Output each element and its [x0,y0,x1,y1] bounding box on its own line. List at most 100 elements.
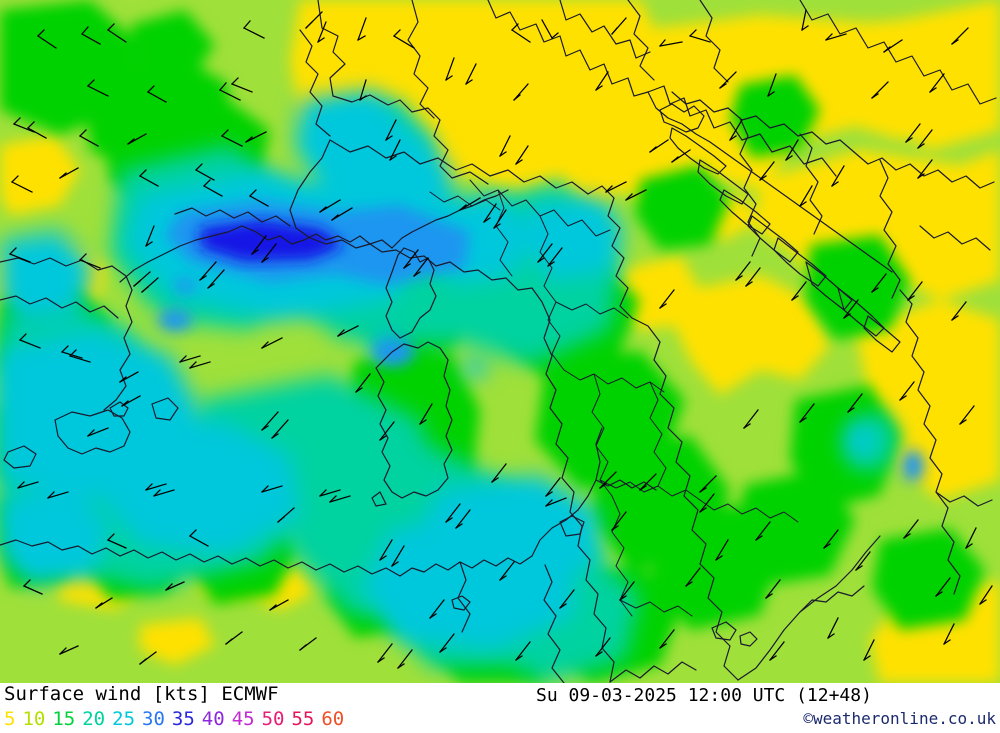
wind-barb [107,533,127,549]
legend-tick-35[interactable]: 35 [171,708,195,730]
legend-tick-15[interactable]: 15 [52,708,76,730]
wind-barb [719,71,737,89]
wind-barb [929,73,945,93]
wind-barb [917,159,933,179]
wind-barb [139,651,157,665]
page-title: Surface wind [kts] ECMWF [4,683,279,705]
wind-barb [261,485,283,493]
wind-barb [863,639,875,661]
wind-barb [59,167,79,179]
wind-barb [715,539,729,561]
wind-barb [225,631,243,645]
wind-barb [951,301,967,321]
wind-barb [871,81,889,99]
wind-barb [659,629,675,649]
wind-barb [801,9,809,31]
wind-barb [799,185,813,207]
wind-barb [397,649,413,669]
valid-time-label: Su 09-03-2025 12:00 UTC (12+48) [536,685,872,706]
wind-barb [139,169,159,187]
wind-barb [935,577,951,597]
wind-barb [699,493,715,513]
wind-barb [79,253,101,269]
wind-barb [639,473,657,491]
wind-barb [133,271,151,287]
wind-barb [271,419,289,439]
legend-tick-55[interactable]: 55 [291,708,315,730]
legend-tick-50[interactable]: 50 [261,708,285,730]
legend-tick-45[interactable]: 45 [231,708,255,730]
wind-barb [207,269,225,289]
wind-fill-layer [0,0,1000,683]
wind-barb [611,17,627,35]
copyright-label: ©weatheronline.co.uk [803,709,996,728]
legend-tick-40[interactable]: 40 [201,708,225,730]
wind-barb [377,643,393,663]
map-footer: Surface wind [kts] ECMWF Su 09-03-2025 1… [0,683,1000,733]
wind-barb [493,209,507,229]
wind-barb [499,561,515,581]
wind-barb [277,507,295,523]
wind-barb [403,249,419,269]
wind-barb [331,207,353,221]
wind-barb [261,243,277,263]
wind-barb [27,121,47,139]
wind-barb [145,225,155,247]
wind-barb [179,355,201,363]
legend-tick-10[interactable]: 10 [22,708,46,730]
wind-barb [59,645,79,655]
wind-barb [649,139,669,153]
wind-barb [611,511,627,531]
wind-barb [545,477,561,497]
legend-tick-30[interactable]: 30 [142,708,165,730]
wind-barb [765,579,781,599]
wind-barb [659,39,683,47]
wind-barb [127,133,147,145]
wind-barb [79,129,99,147]
wind-barb [219,82,241,101]
wind-barb [419,403,433,425]
legend-tick-25[interactable]: 25 [112,708,136,730]
wind-barb [685,567,701,587]
coastline-layer [0,0,997,683]
wind-barb [249,189,269,207]
wind-barb [87,79,109,97]
wind-barb [513,83,529,101]
wind-barb [203,179,223,197]
wind-barb [429,599,445,619]
wind-barb [537,243,553,263]
wind-barb [145,483,167,491]
wind-barb [965,527,977,549]
wind-barb [465,63,477,85]
wind-barb [905,123,921,143]
wind-barb [439,633,455,653]
legend-tick-5[interactable]: 5 [4,708,16,730]
wind-barb [305,11,323,29]
wind-barb [147,85,167,103]
wind-speed-legend[interactable]: 5 10 15 20 25 30 35 40 45 50 55 60 [4,708,351,730]
wind-barb [559,589,575,609]
wind-barb [379,539,393,561]
wind-barb [95,597,113,609]
wind-barb [141,277,159,293]
wind-barb [61,345,83,359]
wind-barb [883,39,903,53]
wind-barb [319,489,341,497]
wind-barb [831,165,845,187]
wind-barb [823,529,839,549]
wind-barb [907,281,923,301]
wind-barb [357,17,367,41]
wind-barb [483,203,497,223]
wind-barb [299,637,317,651]
wind-barb [671,149,691,163]
wind-barb [121,395,141,407]
wind-barb [119,371,139,383]
wind-barb [317,21,327,43]
legend-tick-60[interactable]: 60 [321,708,345,730]
wind-barb [385,119,397,141]
wind-barb [625,189,647,201]
wind-barb [755,521,771,541]
wind-barb [825,33,847,41]
wind-speed-map[interactable] [0,0,1000,683]
legend-tick-20[interactable]: 20 [82,708,106,730]
